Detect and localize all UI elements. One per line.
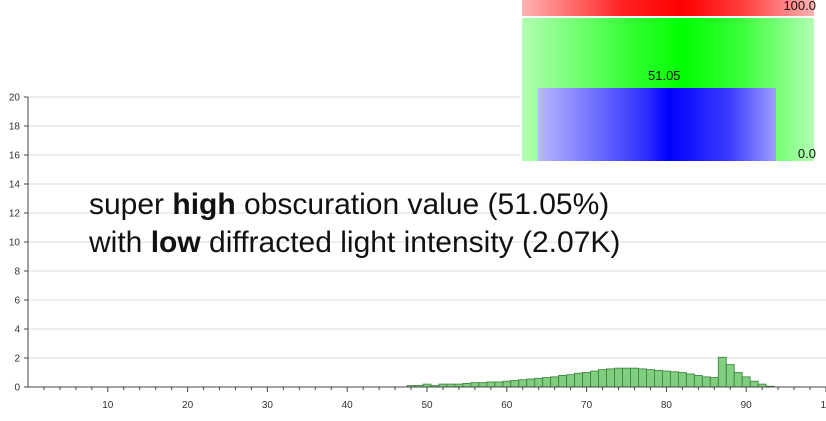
- histogram-bar: [502, 380, 512, 388]
- obscuration-gauge: 100.0 51.05 0.0: [520, 0, 826, 162]
- histogram-bar: [478, 382, 488, 388]
- gauge-value-bar: [538, 88, 776, 161]
- x-tick-label: 90: [741, 400, 753, 411]
- histogram-bar: [614, 367, 623, 388]
- histogram-bar: [534, 377, 544, 388]
- histogram-bar: [470, 382, 480, 388]
- histogram-bar: [590, 370, 599, 388]
- y-tick-label: 0: [14, 383, 20, 394]
- y-tick-label: 14: [9, 180, 21, 191]
- gauge-value-label: 51.05: [648, 68, 681, 83]
- annotation-line-1-bold: high: [172, 188, 236, 221]
- histogram-bar: [606, 368, 615, 388]
- y-tick-label: 12: [9, 209, 21, 220]
- y-tick-label: 16: [9, 151, 21, 162]
- histogram-bar: [574, 372, 584, 388]
- chart-axes: 0 2 4 6 8 10 12 14 16 18 20 10 20 30 40 50 60 70 80 90 10: [9, 93, 826, 411]
- histogram-bar: [582, 372, 591, 388]
- annotation-line-1: super high obscuration value (51.05%): [89, 186, 620, 224]
- histogram-bar: [526, 378, 536, 388]
- gauge-min-label: 0.0: [797, 146, 816, 161]
- histogram-bar: [669, 371, 679, 388]
- annotation-line-1-post: obscuration value (51.05%): [244, 188, 610, 221]
- histogram-bar: [598, 369, 607, 388]
- x-tick-label: 20: [182, 400, 194, 411]
- histogram-bars: [406, 356, 775, 388]
- annotation-line-2-bold: low: [150, 226, 201, 259]
- x-tick-label: 70: [581, 400, 593, 411]
- histogram-bar: [677, 372, 687, 388]
- histogram-bar: [741, 376, 751, 388]
- y-tick-label: 6: [14, 296, 20, 307]
- histogram-bar: [701, 376, 711, 388]
- x-tick-label: 40: [342, 400, 354, 411]
- histogram-bar: [462, 382, 472, 388]
- histogram-bar: [654, 369, 663, 388]
- y-tick-label: 20: [9, 93, 21, 104]
- annotation-line-2-pre: with: [89, 226, 143, 259]
- histogram-bar: [693, 374, 703, 388]
- histogram-bar: [558, 374, 568, 388]
- annotation-line-2: with low diffracted light intensity (2.0…: [89, 224, 620, 262]
- histogram-bar: [550, 376, 560, 388]
- y-tick-label: 2: [14, 354, 20, 365]
- histogram-bar: [494, 381, 504, 388]
- x-tick-label: 30: [262, 400, 274, 411]
- histogram-bar: [725, 364, 735, 388]
- histogram-bar: [566, 374, 576, 388]
- histogram-bar: [709, 377, 719, 388]
- gauge-max-band: [522, 0, 814, 16]
- annotation-line-2-post: diffracted light intensity (2.07K): [209, 226, 621, 259]
- x-tick-label: 60: [501, 400, 513, 411]
- y-tick-label: 10: [9, 238, 21, 249]
- histogram-bar: [630, 367, 639, 388]
- histogram-bar: [646, 369, 655, 388]
- y-tick-label: 4: [14, 325, 20, 336]
- x-tick-label: 50: [421, 400, 433, 411]
- annotation-line-1-pre: super: [89, 188, 165, 221]
- histogram-bar: [518, 379, 528, 388]
- histogram-bar: [542, 377, 552, 388]
- x-tick-label: 10: [820, 400, 826, 411]
- gauge-max-label: 100.0: [783, 0, 816, 13]
- histogram-bar: [733, 372, 743, 388]
- histogram-bar: [510, 380, 520, 388]
- y-tick-label: 8: [14, 267, 20, 278]
- histogram-bar: [662, 370, 671, 388]
- histogram-bar: [486, 381, 496, 388]
- y-tick-label: 18: [9, 122, 21, 133]
- x-tick-label: 80: [661, 400, 673, 411]
- histogram-bar: [717, 356, 727, 388]
- histogram-bar: [622, 367, 631, 388]
- histogram-bar: [638, 368, 647, 388]
- histogram-bar: [749, 380, 759, 388]
- x-tick-label: 10: [102, 400, 114, 411]
- histogram-bar: [685, 373, 695, 388]
- annotation-text: super high obscuration value (51.05%) wi…: [89, 186, 620, 262]
